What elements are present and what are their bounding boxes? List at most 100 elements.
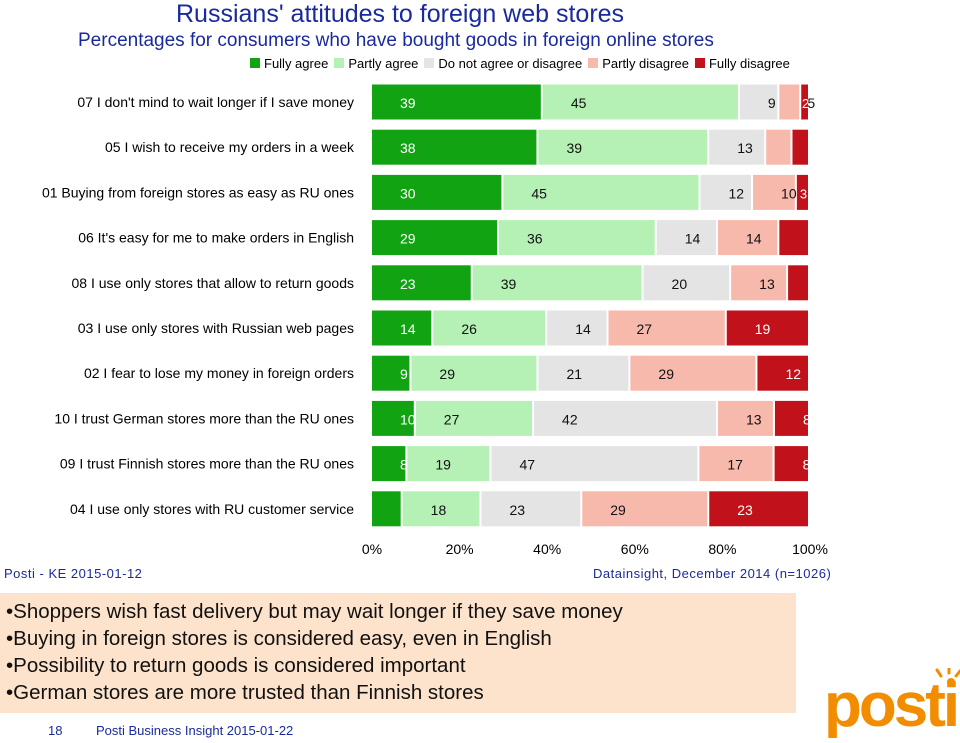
- bar-segment: [643, 265, 730, 301]
- category-label: 05 I wish to receive my orders in a week: [105, 139, 355, 155]
- bar-value-label: 20: [672, 276, 688, 292]
- bar-value-label: 27: [637, 321, 653, 337]
- bar-segment: [766, 129, 791, 165]
- bar-value-label: 23: [510, 502, 526, 518]
- bar-segment: [774, 446, 808, 482]
- bar-segment: [542, 84, 738, 120]
- bar-value-label: 13: [746, 411, 762, 427]
- bar-value-label: 29: [610, 502, 626, 518]
- note-item: •Possibility to return goods is consider…: [6, 654, 466, 677]
- bar-segment: [372, 491, 401, 527]
- legend-item: Partly agree: [334, 56, 418, 71]
- bar-value-label: 38: [400, 140, 416, 156]
- category-label: 02 I fear to lose my money in foreign or…: [84, 365, 354, 381]
- source-right: Datainsight, December 2014 (n=1026): [593, 566, 832, 581]
- bar-value-label: 18: [431, 502, 447, 518]
- bar-segment: [472, 265, 642, 301]
- bar-segment: [503, 174, 699, 210]
- bar-segment: [582, 491, 708, 527]
- bar-segment: [718, 220, 778, 256]
- legend-label: Partly agree: [348, 55, 419, 71]
- category-label: 01 Buying from foreign stores as easy as…: [42, 184, 354, 200]
- bar-segment: [402, 491, 480, 527]
- category-label: 07 I don't mind to wait longer if I save…: [77, 94, 354, 110]
- bar-value-label: 3: [800, 186, 807, 201]
- legend-swatch: [588, 58, 599, 68]
- bar-value-label: 45: [571, 95, 587, 111]
- bar-value-label: 23: [737, 502, 753, 518]
- bar-segment: [481, 491, 581, 527]
- bar-segment: [538, 129, 708, 165]
- bar-segment: [415, 400, 533, 436]
- logo-dot: [947, 678, 955, 686]
- bar-segment: [788, 265, 808, 301]
- x-tick-label: 20%: [446, 541, 474, 557]
- x-tick-label: 80%: [708, 541, 736, 557]
- bar-segment: [718, 400, 773, 436]
- footer-text: Posti Business Insight 2015-01-22: [96, 723, 294, 738]
- bar-value-label: 13: [759, 276, 775, 292]
- bar-segment: [433, 310, 546, 346]
- bar-value-label: 19: [435, 457, 451, 473]
- legend-swatch: [334, 58, 345, 68]
- bar-value-label: 12: [785, 366, 801, 382]
- bar-value-label: 45: [531, 185, 547, 201]
- bar-value-label: 8: [400, 457, 408, 473]
- bar-segment: [796, 174, 808, 210]
- note-item: •German stores are more trusted than Fin…: [6, 681, 484, 704]
- legend-swatch: [424, 58, 435, 68]
- bar-value-label: 17: [727, 457, 743, 473]
- x-tick-label: 100%: [792, 541, 828, 557]
- bar-value-label: 7: [807, 231, 815, 247]
- legend-swatch: [250, 58, 260, 68]
- bar-value-label: 14: [575, 321, 591, 337]
- bar-value-label: 13: [737, 140, 753, 156]
- bar-value-label: 36: [527, 231, 543, 247]
- category-label: 04 I use only stores with RU customer se…: [70, 501, 354, 517]
- bar-value-label: 8: [803, 457, 811, 473]
- bar-segment: [372, 174, 502, 210]
- bar-value-label: 8: [803, 411, 811, 427]
- bar-value-label: 14: [746, 231, 762, 247]
- bar-segment: [779, 220, 808, 256]
- bar-segment: [538, 355, 629, 391]
- chart-title: Russians' attitudes to foreign web store…: [176, 0, 625, 28]
- bar-value-label: 14: [685, 231, 701, 247]
- note-item: •Shoppers wish fast delivery but may wai…: [6, 600, 623, 623]
- bar-segment: [491, 446, 698, 482]
- legend-item: Fully agree: [250, 56, 328, 71]
- bar-value-label: 19: [755, 321, 771, 337]
- bar-value-label: 10: [781, 185, 797, 201]
- bar-segment: [792, 129, 808, 165]
- legend-swatch: [694, 58, 705, 68]
- bar-segment: [757, 355, 808, 391]
- bar-segment: [709, 129, 765, 165]
- chart-legend: Fully agree Partly agree Do not agree or d…: [250, 55, 796, 71]
- bar-value-label: 39: [566, 140, 582, 156]
- bar-segment: [372, 400, 414, 436]
- logo-ray: [935, 668, 943, 678]
- category-label: 08 I use only stores that allow to retur…: [72, 275, 355, 291]
- bar-segment: [372, 310, 432, 346]
- legend-label: Fully agree: [264, 55, 329, 71]
- bar-segment: [801, 84, 808, 120]
- bar-segment: [547, 310, 607, 346]
- x-tick-label: 60%: [621, 541, 649, 557]
- legend-item: Do not agree or disagree: [424, 56, 582, 71]
- posti-logo-text: posti: [824, 671, 957, 738]
- bar-value-label: 2: [802, 96, 809, 111]
- legend-label: Partly disagree: [602, 55, 689, 71]
- bar-segment: [534, 400, 717, 436]
- bar-value-label: 30: [400, 185, 416, 201]
- bar-value-label: 39: [400, 95, 416, 111]
- posti-logo: posti: [824, 668, 960, 738]
- bar-segment: [774, 400, 808, 436]
- legend-label: Fully disagree: [708, 55, 790, 71]
- bar-value-label: 27: [444, 411, 460, 427]
- x-tick-label: 40%: [533, 541, 561, 557]
- bar-value-label: 26: [461, 321, 477, 337]
- bar-segment: [630, 355, 756, 391]
- bar-segment: [499, 220, 655, 256]
- legend-item: Partly disagree: [588, 56, 689, 71]
- bar-value-label: 47: [519, 457, 535, 473]
